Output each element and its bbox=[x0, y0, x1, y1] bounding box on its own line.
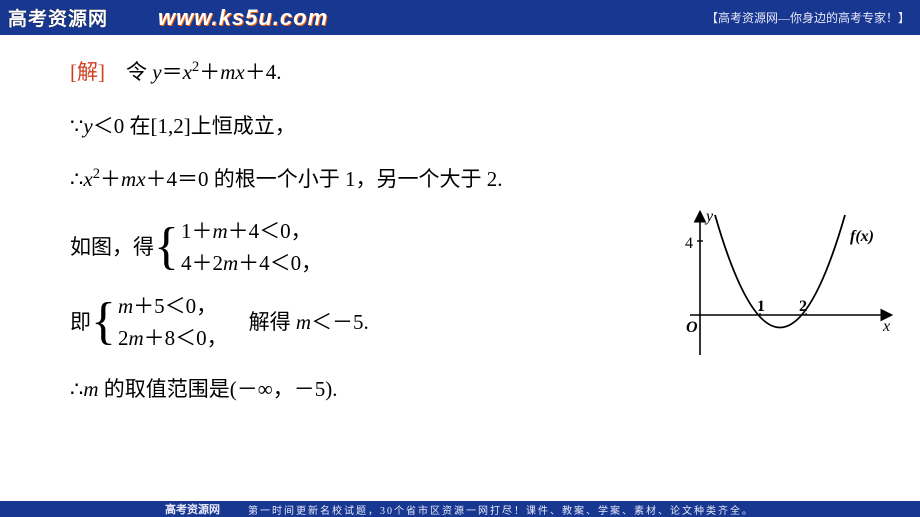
tagline: 【高考资源网—你身边的高考专家！】 bbox=[706, 9, 910, 26]
graph-svg: y x 4 1 2 O f(x) bbox=[665, 205, 900, 365]
site-url: www.ks5u.com bbox=[158, 5, 328, 31]
parabola-graph: y x 4 1 2 O f(x) bbox=[665, 205, 900, 365]
origin-label: O bbox=[686, 319, 698, 336]
logo-box: 高考资源网 bbox=[8, 4, 108, 31]
logo-text: 高考资源网 bbox=[8, 4, 108, 31]
header-bar: 高考资源网 www.ks5u.com 【高考资源网—你身边的高考专家！】 bbox=[0, 0, 920, 35]
line-1: [解] 令 y＝x2＋mx＋4. bbox=[70, 55, 870, 91]
brace-block-1: { 1＋m＋4＜0， 4＋2m＋4＜0， bbox=[154, 216, 322, 279]
x-axis-label: x bbox=[882, 318, 890, 335]
fx-label: f(x) bbox=[850, 228, 874, 245]
line-3: ∴x2＋mx＋4＝0 的根一个小于 1，另一个大于 2. bbox=[70, 162, 870, 198]
y-tick-label: 4 bbox=[685, 235, 693, 252]
brace-block-2: { m＋5＜0， 2m＋8＜0， bbox=[91, 291, 228, 354]
x-tick-1-label: 1 bbox=[757, 298, 765, 315]
line-2: ∵y＜0 在[1,2]上恒成立， bbox=[70, 109, 870, 145]
left-brace-icon: { bbox=[91, 299, 116, 346]
footer-bar: 高考资源网 第一时间更新名校试题，30个省市区资源一网打尽！课件、教案、学案、素… bbox=[0, 501, 920, 517]
x-tick-2-label: 2 bbox=[799, 298, 807, 315]
footer-logo: 高考资源网 bbox=[165, 501, 220, 517]
solve-label: [解] bbox=[70, 60, 105, 84]
left-brace-icon: { bbox=[154, 224, 179, 271]
parabola-curve bbox=[715, 215, 845, 328]
footer-text: 第一时间更新名校试题，30个省市区资源一网打尽！课件、教案、学案、素材、论文种类… bbox=[248, 502, 754, 517]
line-6: ∴m 的取值范围是(－∞，－5). bbox=[70, 372, 870, 408]
y-axis-label: y bbox=[704, 208, 714, 225]
